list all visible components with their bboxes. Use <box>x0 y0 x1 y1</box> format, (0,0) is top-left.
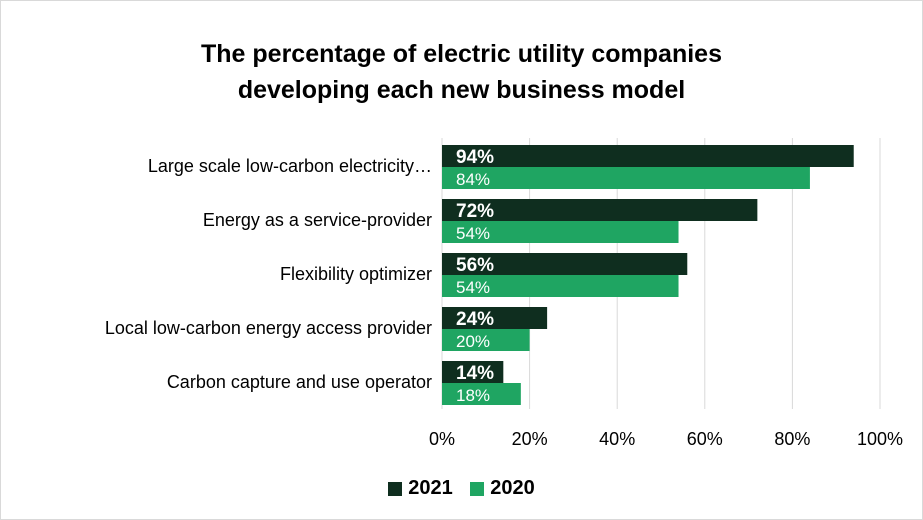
category-label-1: Energy as a service-provider <box>203 210 432 230</box>
x-tick-label-20: 20% <box>512 429 548 449</box>
chart-title-line-2: developing each new business model <box>237 76 686 104</box>
bar-2021-4 <box>442 361 504 383</box>
chart-title: The percentage of electric utility compa… <box>0 36 923 108</box>
data-label-2021-0: 94% <box>456 147 494 168</box>
x-tick-label-80: 80% <box>774 429 810 449</box>
data-label-2021-2: 56% <box>456 255 494 276</box>
category-label-2: Flexibility optimizer <box>280 264 432 284</box>
data-label-2020-0: 84% <box>456 170 490 189</box>
data-label-2020-2: 54% <box>456 278 490 297</box>
data-label-2021-4: 14% <box>456 363 494 384</box>
data-label-2020-1: 54% <box>456 224 490 243</box>
bar-2020-3 <box>442 329 530 351</box>
bar-2020-0 <box>442 167 810 189</box>
legend-swatch-2020 <box>470 481 485 496</box>
x-tick-label-100: 100% <box>857 429 903 449</box>
bar-2020-2 <box>442 275 679 297</box>
data-label-2021-3: 24% <box>456 309 494 330</box>
bar-2021-1 <box>442 199 758 221</box>
bar-2020-1 <box>442 221 679 243</box>
chart-plot: 0% 20% 40% 60% 80% 100% Large scale low-carbon… <box>105 138 903 449</box>
legend-label-2021: 2021 <box>408 477 453 499</box>
legend-item-2020: 2020 <box>470 477 535 500</box>
chart-title-line-1: The percentage of electric utility compa… <box>201 40 722 68</box>
legend-item-2021: 2021 <box>388 477 453 500</box>
category-label-4: Carbon capture and use operator <box>167 372 432 392</box>
data-label-2020-3: 20% <box>456 332 490 351</box>
category-label-3: Local low-carbon energy access provider <box>105 318 432 338</box>
legend: 2021 2020 <box>0 477 923 502</box>
legend-label-2020: 2020 <box>490 477 535 499</box>
bar-2021-3 <box>442 307 548 329</box>
bar-2021-2 <box>442 253 688 275</box>
data-label-2020-4: 18% <box>456 386 490 405</box>
x-tick-label-60: 60% <box>687 429 723 449</box>
category-label-0: Large scale low-carbon electricity… <box>148 156 432 176</box>
data-label-2021-1: 72% <box>456 201 494 222</box>
x-tick-label-40: 40% <box>599 429 635 449</box>
legend-swatch-2021 <box>388 481 403 496</box>
x-tick-label-0: 0% <box>429 429 455 449</box>
bar-2020-4 <box>442 383 521 405</box>
bar-2021-0 <box>442 145 854 167</box>
